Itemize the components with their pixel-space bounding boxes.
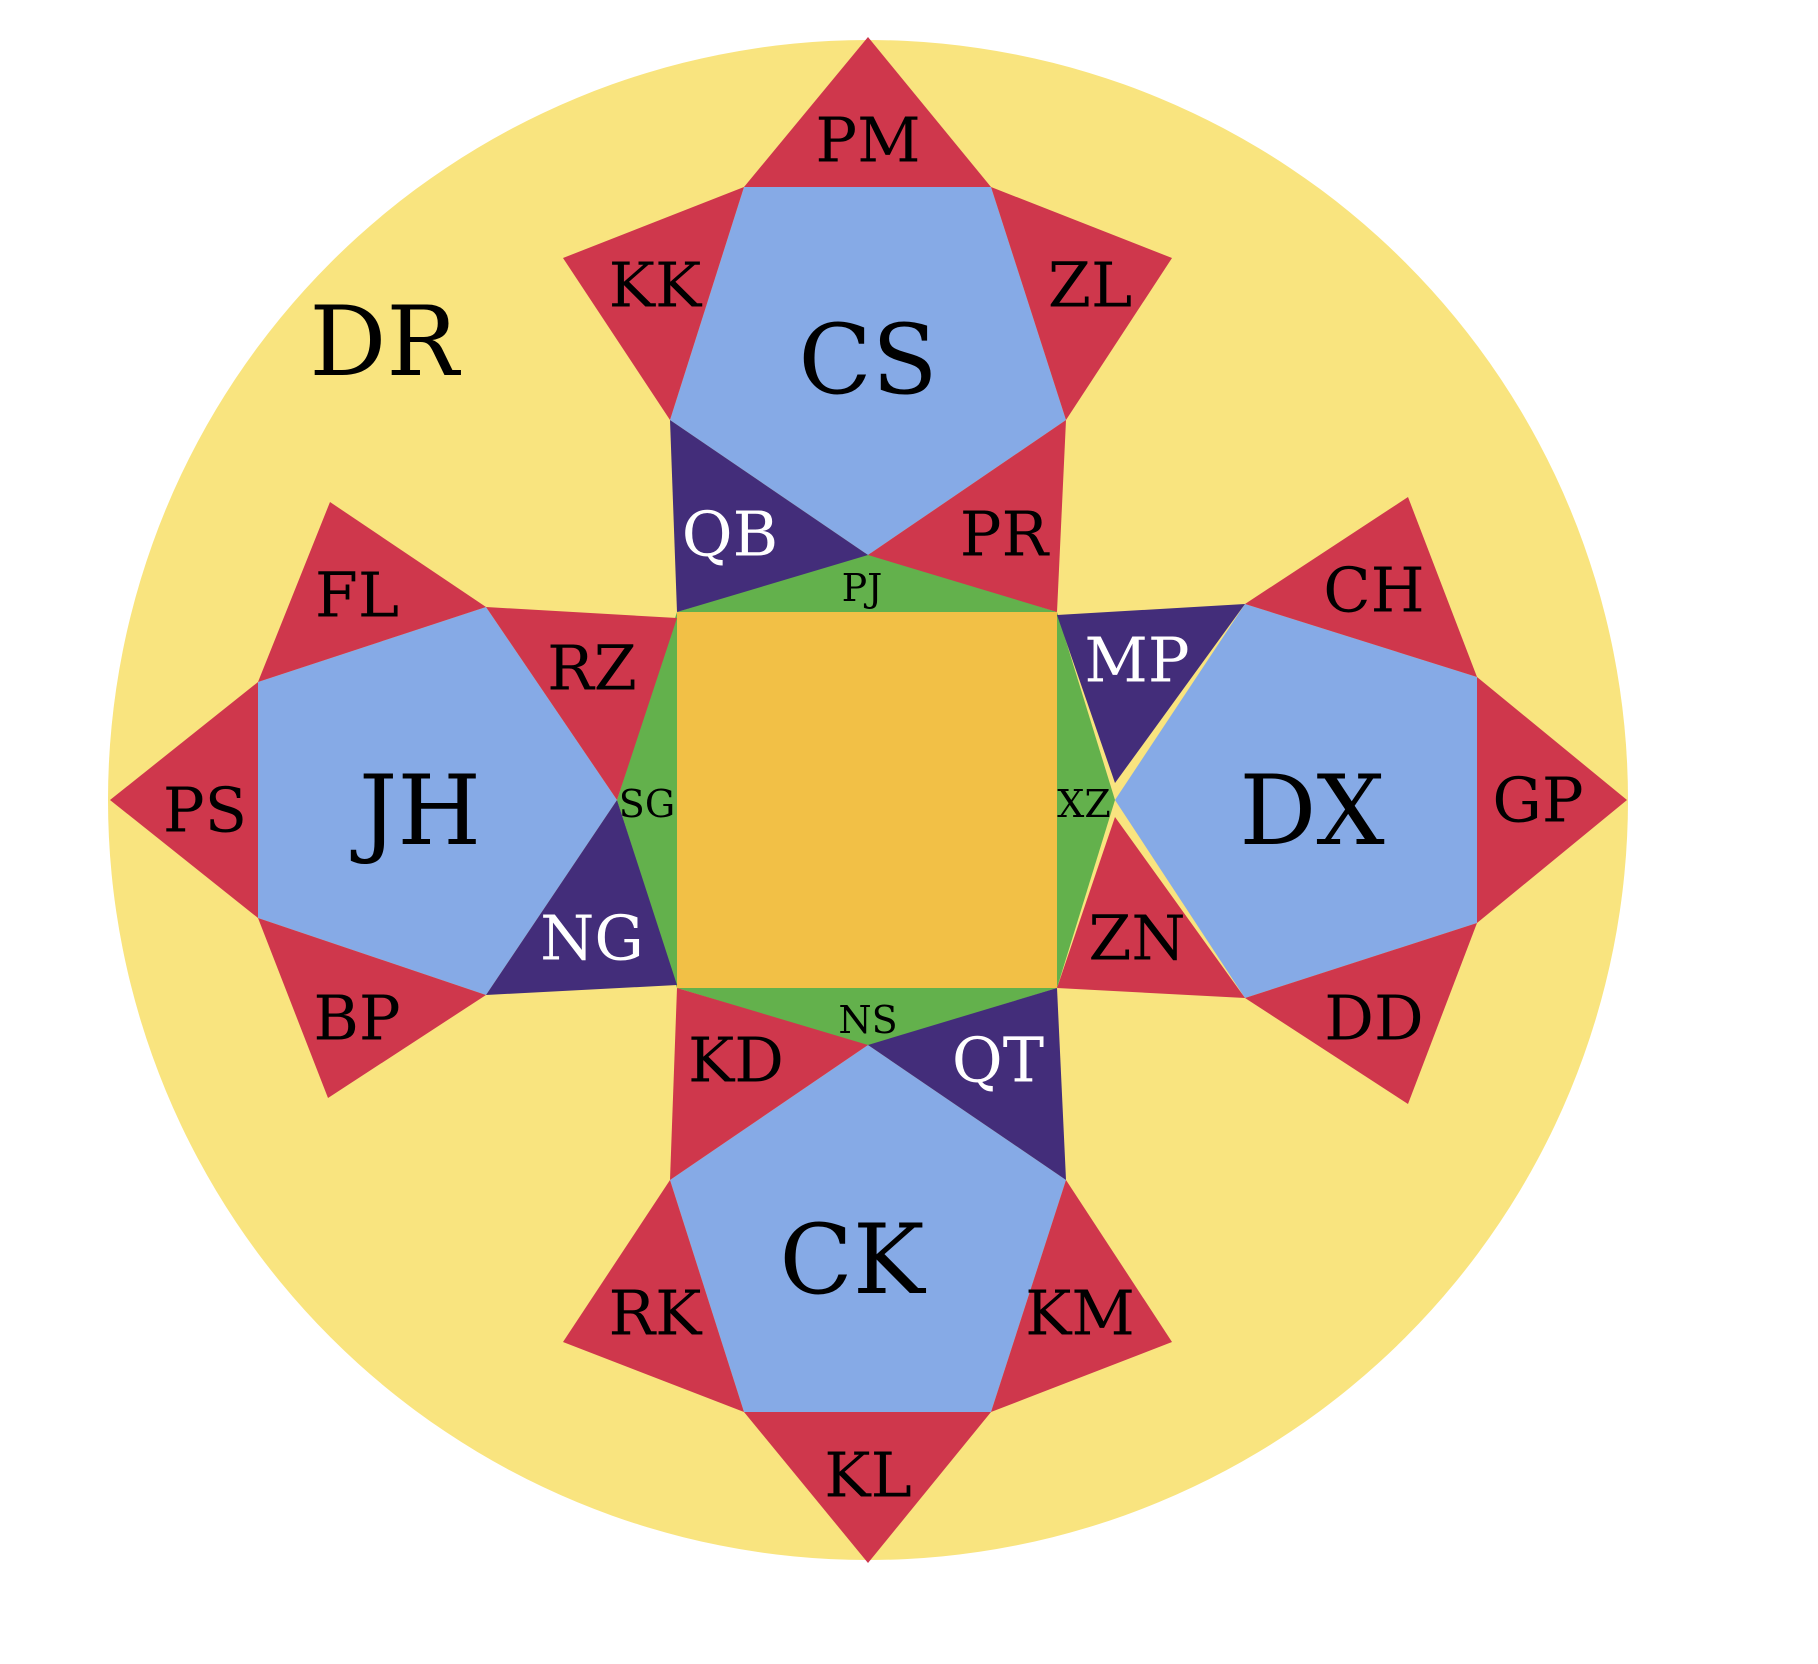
top-inner-right-triangle [868,420,1066,612]
left-top-triangle [258,502,486,682]
left-inner-top-triangle [486,607,677,800]
left-inner-top-label: RZ [547,632,637,705]
bottom-left-label: RK [609,1277,704,1350]
right-bottom-label: DD [1324,982,1423,1055]
pentagon-top-label: CS [798,304,937,416]
right-inner-top-triangle [1057,604,1245,783]
right-inner-bottom-label: ZN [1088,902,1185,975]
left-top-label: FL [315,559,399,632]
left-bottom-label: BP [313,982,400,1055]
bottom-left-triangle [563,1180,744,1412]
top-tip-triangle [744,37,991,187]
bottom-tip-label: KL [824,1439,912,1512]
green-top-label: PJ [842,566,883,610]
right-inner-top-label: MP [1084,624,1189,697]
bottom-pentagon [670,1045,1066,1412]
left-inner-bottom-label: NG [540,902,644,975]
bottom-inner-left-triangle [670,988,868,1180]
top-left-triangle [563,187,744,420]
left-tip-triangle [110,682,258,918]
right-top-label: CH [1323,554,1425,627]
top-inner-left-label: QB [682,498,778,571]
bottom-inner-left-label: KD [688,1024,784,1097]
left-inner-bottom-triangle [486,800,677,995]
bottom-right-label: KM [1025,1277,1135,1350]
bottom-inner-right-label: QT [952,1024,1044,1097]
top-inner-left-triangle [670,420,868,612]
left-pentagon [258,607,617,995]
pentagon-left-label: JH [350,755,481,867]
right-top-triangle [1245,497,1477,677]
disc-label: DR [309,286,461,398]
right-inner-bottom-triangle [1057,817,1245,998]
top-right-label: ZL [1048,249,1132,322]
bottom-right-triangle [991,1180,1172,1412]
top-right-triangle [991,187,1172,420]
right-pentagon [1115,604,1477,998]
bottom-inner-right-triangle [868,988,1066,1180]
left-tip-label: PS [163,774,247,847]
right-tip-triangle [1477,677,1627,923]
top-tip-label: PM [815,104,920,177]
left-bottom-triangle [258,918,486,1098]
top-pentagon [670,187,1066,555]
top-left-label: KK [609,249,703,322]
center-square [677,612,1057,988]
pentagon-right-label: DX [1239,755,1384,867]
green-right-label: XZ [1057,782,1110,826]
top-inner-right-label: PR [960,498,1051,571]
right-bottom-triangle [1245,923,1477,1104]
green-bottom-label: NS [838,998,897,1042]
green-left-label: SG [619,782,675,826]
right-tip-label: GP [1492,764,1583,837]
bottom-tip-triangle [744,1412,991,1563]
pentagon-bottom-label: CK [779,1204,926,1316]
